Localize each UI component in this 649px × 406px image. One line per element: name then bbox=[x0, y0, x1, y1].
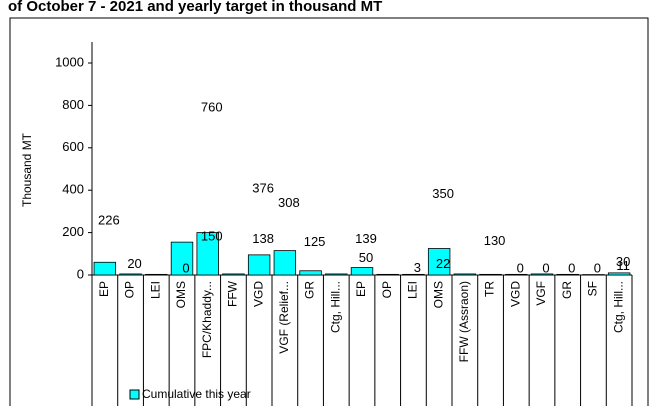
legend-label: Cumulative this year bbox=[142, 387, 251, 401]
data-label: 0 bbox=[182, 260, 189, 275]
x-tick-label: VGF bbox=[534, 281, 548, 306]
x-tick-label: EP bbox=[354, 281, 368, 297]
x-tick-label: Ctg, Hill... bbox=[328, 281, 342, 333]
bar bbox=[453, 273, 477, 276]
x-tick-label: VGD bbox=[508, 281, 522, 307]
data-label: 760 bbox=[201, 99, 223, 114]
chart-title: of October 7 - 2021 and yearly target in… bbox=[8, 0, 382, 15]
x-tick-label: OMS bbox=[431, 281, 445, 308]
bar bbox=[170, 241, 194, 276]
bar bbox=[196, 232, 219, 276]
x-tick-label: FFW (Assraon) bbox=[457, 281, 471, 362]
bar bbox=[427, 248, 451, 276]
data-label: 376 bbox=[252, 181, 274, 196]
data-label: 3 bbox=[414, 260, 421, 275]
x-tick-label: SF bbox=[586, 281, 600, 296]
legend-swatch bbox=[129, 389, 140, 400]
x-tick-label: GR bbox=[560, 281, 574, 299]
x-tick-label: LEI bbox=[406, 281, 420, 299]
bar bbox=[350, 267, 374, 276]
bar bbox=[556, 273, 579, 276]
bar bbox=[145, 273, 168, 276]
data-label: 138 bbox=[252, 231, 274, 246]
x-tick-label: FPC/Khaddy... bbox=[200, 281, 214, 358]
bar bbox=[530, 273, 554, 276]
y-tick-label: 1000 bbox=[55, 54, 84, 69]
chart-border bbox=[9, 17, 649, 406]
data-label: 20 bbox=[127, 256, 141, 271]
y-axis-label: Thousand MT bbox=[20, 132, 34, 207]
bar bbox=[479, 273, 502, 276]
data-label: 22 bbox=[436, 256, 450, 271]
bar bbox=[93, 261, 117, 276]
bar bbox=[247, 254, 271, 276]
data-label: 0 bbox=[517, 260, 524, 275]
y-tick-label: 800 bbox=[62, 97, 84, 112]
data-label: 150 bbox=[201, 229, 223, 244]
bar bbox=[505, 273, 528, 276]
x-tick-label: OP bbox=[123, 281, 137, 298]
x-tick-label: OP bbox=[380, 281, 394, 298]
data-label: 125 bbox=[304, 234, 326, 249]
x-tick-label: Ctg, Hill... bbox=[611, 281, 625, 333]
x-tick-label: FFW bbox=[226, 280, 240, 307]
x-tick-label: VGD bbox=[251, 281, 265, 307]
bar bbox=[607, 272, 631, 276]
x-tick-label: VGF (Relief... bbox=[277, 281, 291, 354]
bar bbox=[299, 270, 322, 276]
bar bbox=[119, 273, 142, 276]
data-label: 0 bbox=[568, 260, 575, 275]
y-tick-label: 200 bbox=[62, 224, 84, 239]
data-label: 0 bbox=[542, 260, 549, 275]
x-tick-label: LEI bbox=[148, 281, 162, 299]
x-tick-label: OMS bbox=[174, 281, 188, 308]
x-tick-label: TR bbox=[483, 281, 497, 297]
data-label: 139 bbox=[355, 231, 377, 246]
data-label: 350 bbox=[432, 186, 454, 201]
data-label: 0 bbox=[594, 260, 601, 275]
data-label: 226 bbox=[98, 213, 120, 228]
data-label: 308 bbox=[278, 195, 300, 210]
data-label: 11 bbox=[616, 258, 630, 273]
bar bbox=[402, 273, 425, 276]
y-tick-label: 600 bbox=[62, 139, 84, 154]
bar bbox=[222, 273, 245, 276]
bar bbox=[273, 250, 297, 276]
y-tick-label: 400 bbox=[62, 182, 84, 197]
bar bbox=[325, 273, 348, 276]
data-label: 130 bbox=[484, 233, 506, 248]
x-tick-label: GR bbox=[303, 281, 317, 299]
data-label: 50 bbox=[359, 250, 373, 265]
bar bbox=[376, 273, 399, 276]
x-tick-label: EP bbox=[97, 281, 111, 297]
data-label: 30 bbox=[616, 254, 630, 269]
y-tick-label: 0 bbox=[77, 266, 84, 281]
